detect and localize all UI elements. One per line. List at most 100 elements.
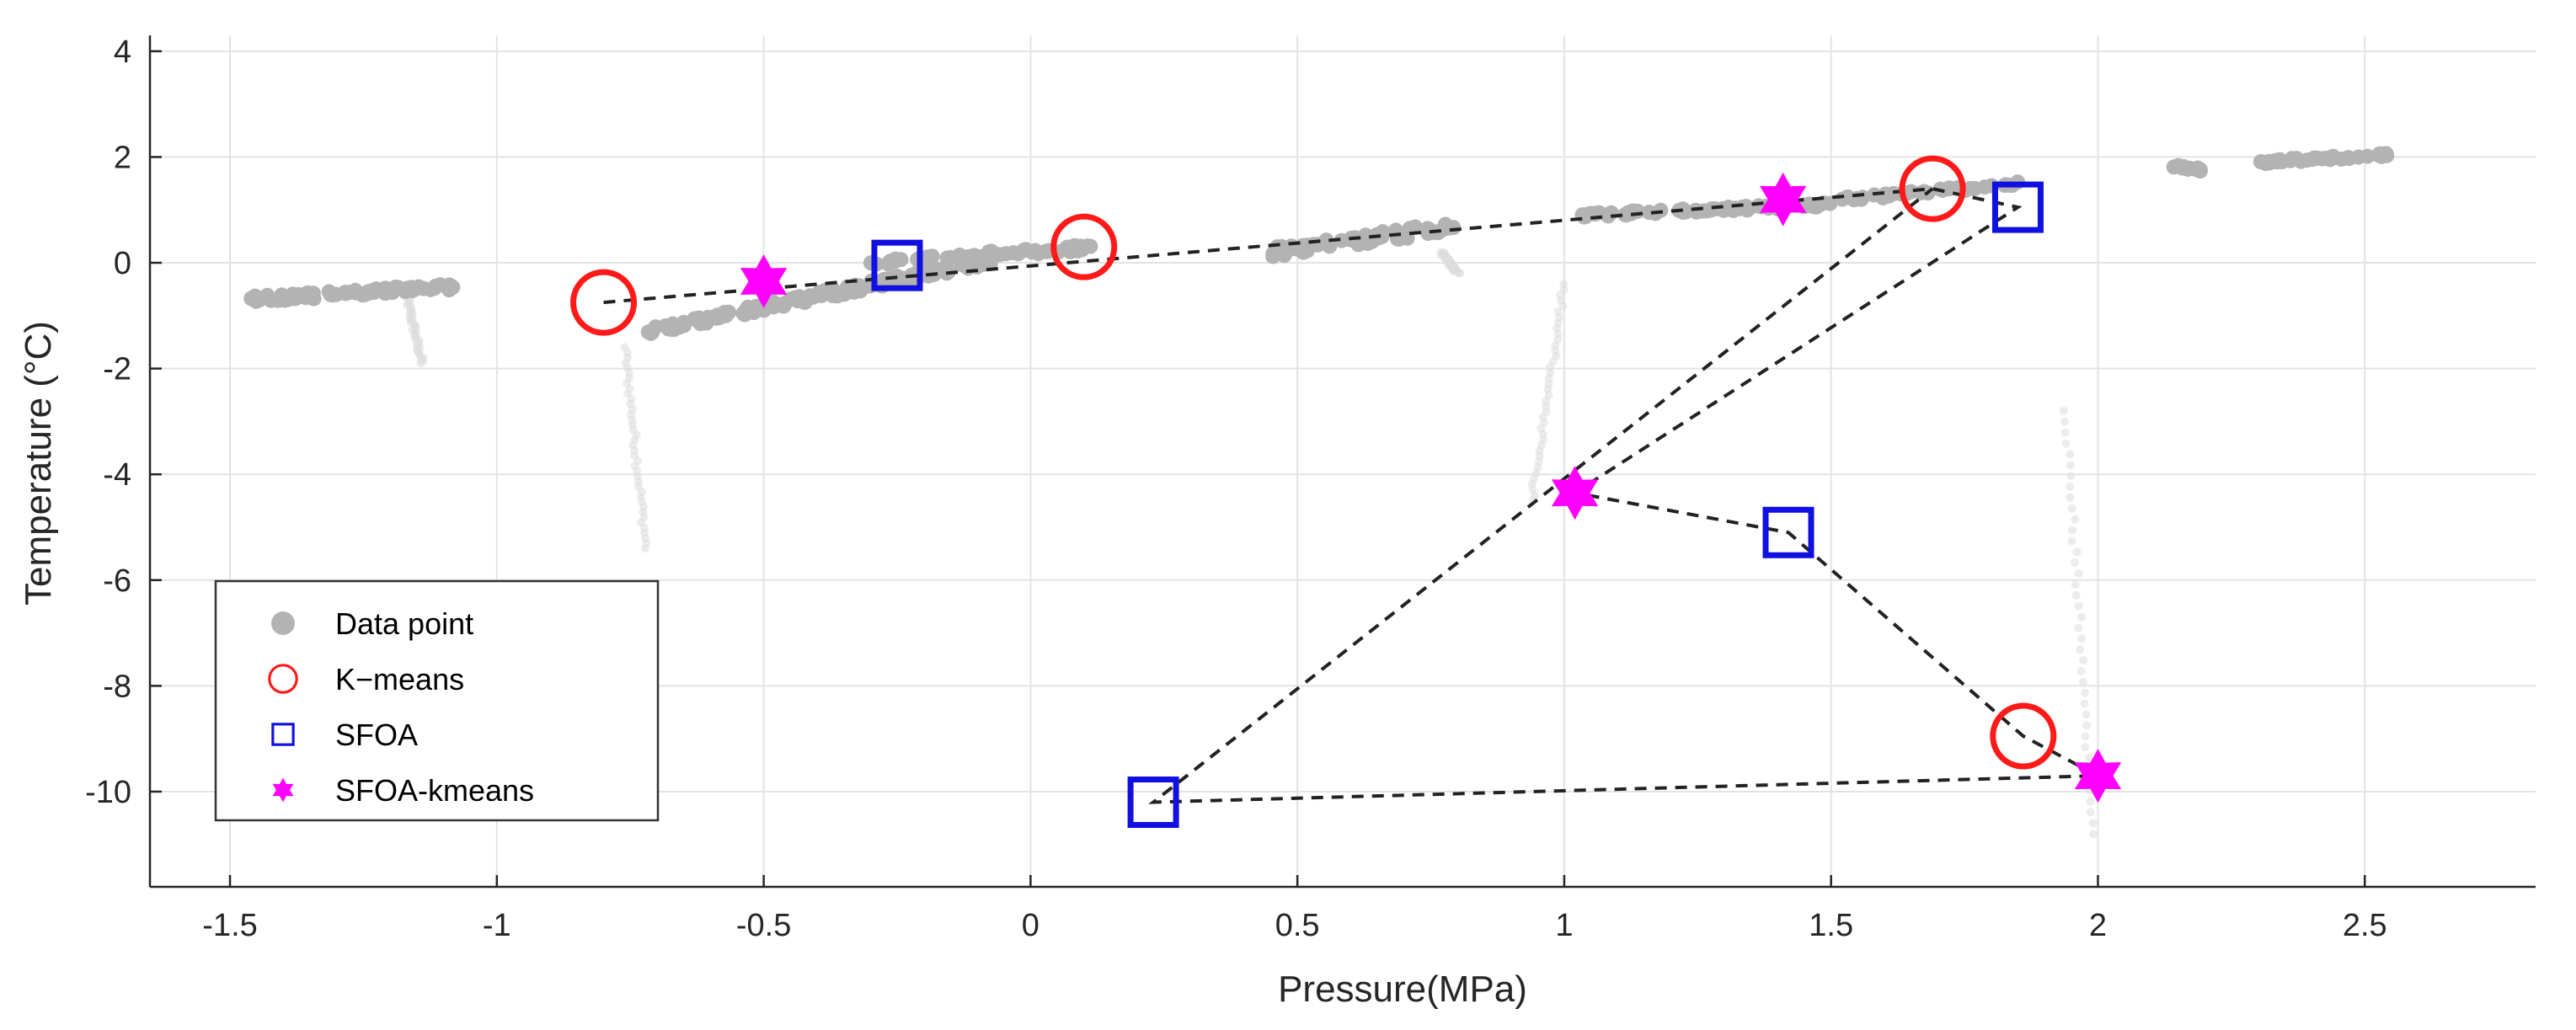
- kmeans-marker: [268, 664, 298, 694]
- data-point: [2317, 151, 2333, 167]
- data-point: [361, 284, 377, 300]
- data-point: [1306, 237, 1322, 253]
- sfoa-kmeans-marker: [1551, 466, 1599, 520]
- legend-label: SFOA-kmeans: [335, 773, 534, 808]
- faint-data-point: [1559, 280, 1569, 289]
- faint-data-point: [2081, 743, 2090, 752]
- data-point: [2376, 146, 2392, 162]
- faint-data-point: [2086, 797, 2095, 806]
- data-point: [2174, 160, 2190, 176]
- x-tick-label: 0.5: [1275, 908, 1320, 943]
- y-axis-title: Temperature (°C): [18, 321, 59, 606]
- data-point: [735, 306, 751, 322]
- faint-data-point: [2079, 656, 2088, 665]
- faint-data-point: [2066, 472, 2076, 481]
- sfoa-kmeans-marker: [2074, 749, 2122, 803]
- data-point: [1675, 201, 1691, 217]
- faint-data-point: [2086, 808, 2095, 817]
- data-point: [337, 285, 353, 301]
- data-point: [1876, 189, 1892, 205]
- data-point: [2289, 151, 2305, 167]
- data-point: [263, 292, 279, 308]
- faint-data-point: [2074, 569, 2083, 579]
- data-point: [765, 299, 781, 315]
- legend-label: SFOA: [335, 718, 418, 752]
- data-point: [1689, 204, 1705, 220]
- data-point: [1028, 243, 1044, 259]
- x-tick-label: 1: [1555, 908, 1573, 943]
- y-tick-label: -10: [85, 775, 131, 810]
- data-point: [1601, 208, 1617, 224]
- data-point: [287, 291, 303, 307]
- data-point: [1062, 243, 1078, 259]
- faint-data-point: [1553, 307, 1563, 317]
- axes: [148, 35, 2536, 889]
- y-tick-label: -8: [103, 669, 131, 704]
- faint-data-point: [2067, 536, 2076, 546]
- data-point: [1407, 219, 1423, 235]
- faint-data-point: [2059, 406, 2068, 415]
- data-point: [711, 310, 727, 326]
- data-point: [1435, 221, 1451, 237]
- sfoa-kmeans-marker: [272, 777, 294, 803]
- faint-data-point: [416, 359, 425, 368]
- faint-data-point: [2076, 666, 2086, 675]
- data-point: [1734, 200, 1750, 216]
- faint-data-point: [640, 544, 649, 553]
- legend: Data point K−means SFOA SFOA-kmeans: [214, 579, 660, 822]
- y-tick-label: -4: [103, 457, 131, 493]
- faint-data-point: [1456, 269, 1465, 278]
- data-point: [445, 280, 461, 296]
- faint-data-point: [2061, 439, 2071, 448]
- data-point: [2253, 154, 2269, 170]
- sfoa-marker: [1127, 777, 1179, 829]
- kmeans-marker: [1990, 702, 2057, 770]
- faint-data-point: [2074, 623, 2083, 632]
- faint-data-point: [2076, 634, 2086, 643]
- data-point: [941, 263, 957, 279]
- x-tick-label: 2: [2089, 908, 2107, 943]
- data-point: [970, 248, 986, 264]
- faint-data-point: [2076, 612, 2086, 622]
- faint-data-point: [2066, 450, 2075, 459]
- faint-data-point: [2067, 504, 2076, 513]
- y-tick-label: -6: [103, 563, 131, 599]
- x-tick-label: -0.5: [736, 908, 791, 943]
- faint-data-point: [2066, 461, 2075, 470]
- data-point: [1625, 203, 1641, 219]
- tick-labels: -1.5 -1 -0.5 0 0.5 1 1.5 2 2.5 -10 -8 -6 -4 -2 0 2 4: [85, 35, 2387, 943]
- x-tick-label: 0: [1022, 908, 1039, 943]
- faint-data-point: [2071, 579, 2080, 589]
- legend-label: K−means: [335, 662, 464, 696]
- data-point: [1276, 248, 1292, 264]
- faint-data-point: [2078, 677, 2087, 686]
- faint-data-point: [2082, 721, 2092, 730]
- sfoa-marker: [271, 723, 295, 746]
- y-tick-label: 0: [114, 246, 131, 281]
- data-point: [1333, 232, 1349, 248]
- sfoa-kmeans-marker: [1760, 172, 1807, 227]
- data-point: [924, 248, 940, 264]
- data-point: [1804, 198, 1820, 214]
- x-tick-label: -1.5: [202, 908, 257, 943]
- data-point: [1716, 202, 1732, 218]
- data-point: [1702, 202, 1718, 218]
- data-point: [642, 324, 658, 340]
- y-tick-label: 4: [114, 35, 131, 70]
- data-point: [1641, 205, 1657, 221]
- data-point: [1317, 234, 1333, 250]
- data-point: [952, 247, 968, 263]
- data-point: [377, 283, 393, 299]
- faint-data-point: [2088, 830, 2098, 839]
- data-points: [243, 146, 2395, 341]
- data-point: [665, 316, 681, 332]
- faint-data-point: [2081, 732, 2090, 741]
- data-point: [985, 248, 1001, 264]
- faint-data-point: [2060, 428, 2070, 437]
- faint-data-point: [2060, 417, 2069, 426]
- legend-data-point-marker: [271, 611, 295, 635]
- data-point: [1016, 243, 1032, 259]
- x-tick-label: 2.5: [2343, 908, 2387, 943]
- faint-data-point: [2066, 493, 2075, 502]
- legend-label: Data point: [335, 606, 473, 641]
